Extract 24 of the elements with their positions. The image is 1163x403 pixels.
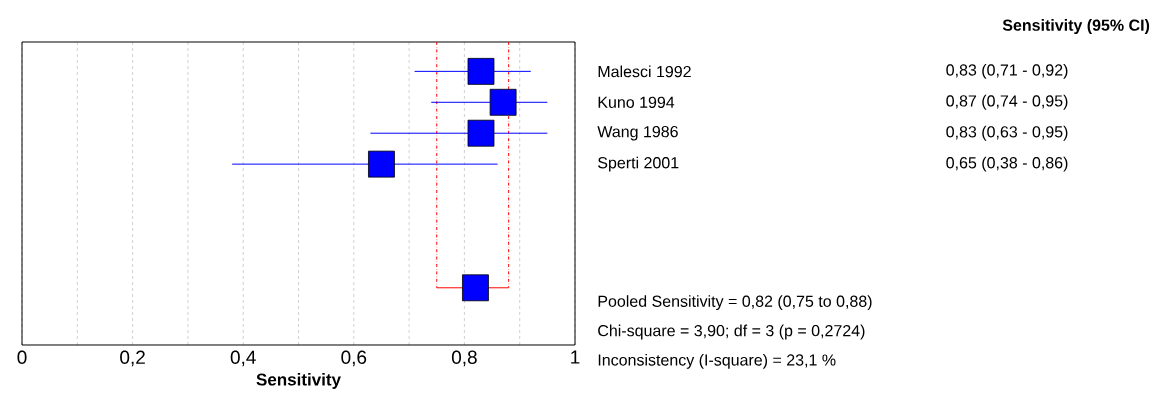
x-tick-label: 0,6: [341, 350, 367, 367]
data-label: 0,83 (0,71 - 0,92): [946, 63, 1068, 79]
data-label: 0,83 (0,63 - 0,95): [946, 125, 1068, 141]
x-tick-label: 1: [571, 350, 580, 364]
x-tick-label: 0,2: [120, 350, 145, 367]
text: Inconsistency (I-square) = 23,1 %: [598, 353, 836, 369]
x-tick-label: 0: [17, 350, 27, 364]
y-tick-label: Sperti 2001: [598, 156, 679, 172]
text: Chi-square = 3,90; df = 3 (p = 0,2724): [598, 324, 865, 340]
y-tick-label: Kuno 1994: [598, 96, 675, 108]
x-tick-label: 0,4: [230, 350, 256, 367]
x-axis-title: Sensitivity: [256, 373, 341, 389]
data-label: 0,87 (0,74 - 0,95): [946, 94, 1068, 110]
text: Sensitivity (95% CI): [1002, 19, 1150, 35]
point: [462, 274, 489, 302]
point: [467, 57, 495, 85]
point: [489, 88, 517, 116]
x-tick-label: 0,8: [451, 350, 477, 367]
text: Pooled Sensitivity = 0,82 (0,75 to 0,88): [598, 295, 872, 311]
data-label: 0,65 (0,38 - 0,86): [946, 156, 1068, 172]
point: [368, 150, 395, 178]
y-tick-label: Wang 1986: [597, 125, 678, 141]
point: [467, 119, 495, 147]
y-tick-label: Malesci 1992: [598, 65, 691, 78]
